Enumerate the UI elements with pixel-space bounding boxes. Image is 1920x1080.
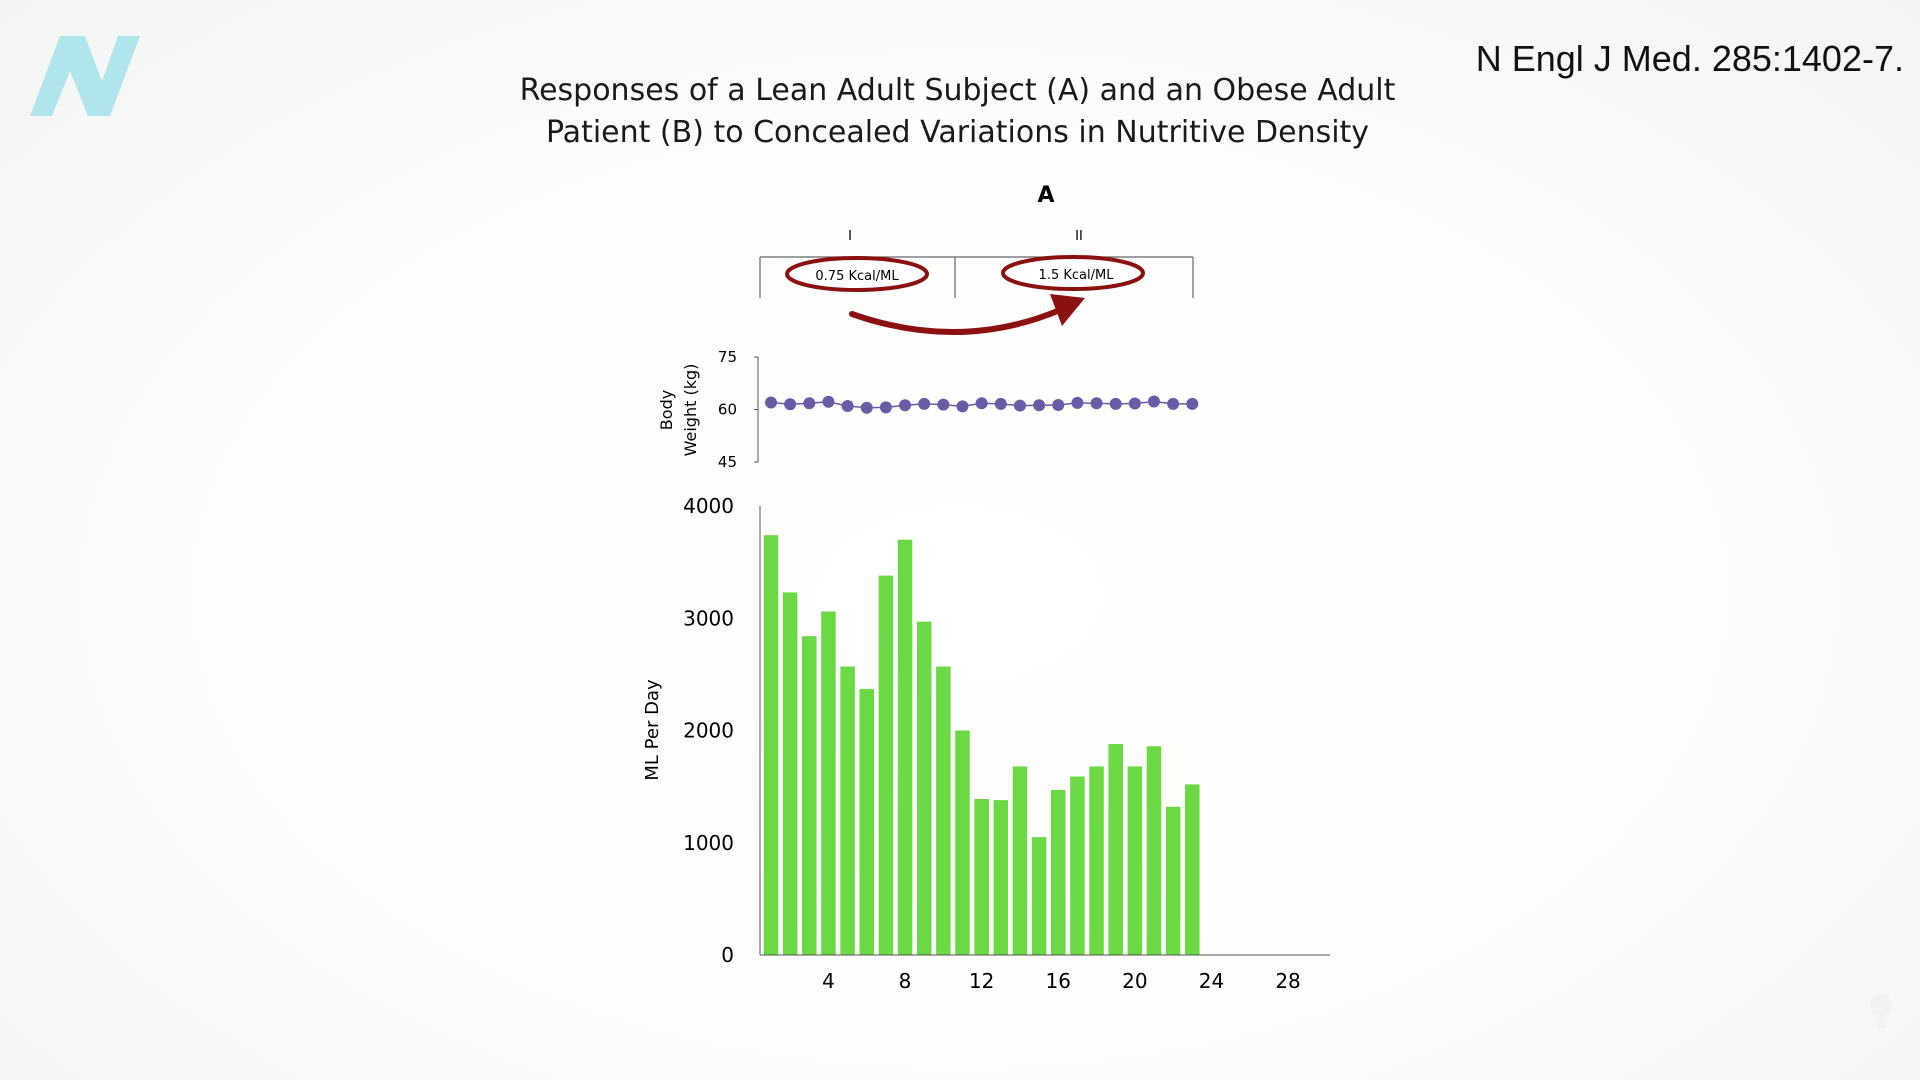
weight-point <box>1090 397 1103 410</box>
weight-point <box>1013 399 1026 412</box>
intake-y-tick-label: 2000 <box>683 719 734 743</box>
intake-y-tick-label: 4000 <box>683 494 734 518</box>
weight-point <box>899 399 912 412</box>
weight-point <box>1109 397 1122 410</box>
intake-y-tick-label: 0 <box>721 943 734 967</box>
weight-point <box>918 397 931 410</box>
intake-x-tick-label: 12 <box>969 969 994 993</box>
weight-point <box>975 397 988 410</box>
phase-1-label: I <box>848 229 852 244</box>
weight-point <box>841 400 854 412</box>
intake-bar <box>1127 766 1143 955</box>
intake-bar <box>993 800 1009 955</box>
weight-y-label-line-1: Body <box>657 390 676 430</box>
intake-bar <box>782 592 798 955</box>
intake-bar <box>878 575 894 955</box>
intake-x-tick-label: 24 <box>1199 969 1224 993</box>
intake-series <box>763 535 1200 955</box>
weight-point <box>1033 399 1046 412</box>
weight-point <box>765 396 777 409</box>
intake-bar <box>936 666 951 955</box>
weight-point <box>994 397 1007 410</box>
intake-bar <box>974 798 989 955</box>
weight-point <box>784 398 797 411</box>
pin-icon <box>1870 994 1892 1028</box>
intake-x-tick-label: 16 <box>1046 969 1071 993</box>
weight-y-tick-label: 75 <box>718 348 737 366</box>
intake-bar <box>1146 746 1162 955</box>
citation-text: N Engl J Med. 285:1402-7. <box>1475 38 1904 79</box>
weight-point <box>860 401 873 414</box>
intake-bar <box>1108 743 1123 955</box>
phase-1-annotation-ellipse <box>785 256 929 292</box>
intake-x-tick-label: 4 <box>822 969 835 993</box>
intake-y-tick-label: 3000 <box>683 606 734 630</box>
weight-y-tick-label: 45 <box>718 453 737 471</box>
intake-bar <box>897 539 913 955</box>
weight-point <box>1148 395 1160 408</box>
intake-bar <box>1031 837 1047 955</box>
weight-y-axis-label: Body Weight (kg) <box>657 364 700 457</box>
phase-1-annotation: 0.75 Kcal/ML <box>815 269 899 284</box>
weight-point <box>937 398 950 411</box>
intake-y-tick-label: 1000 <box>683 831 734 855</box>
intake-axis: 4000 3000 2000 1000 0 4 8 12 16 20 24 28 <box>683 494 1330 993</box>
phase-2-annotation-ellipse <box>1001 255 1145 291</box>
weight-point <box>1186 397 1199 410</box>
weight-point <box>1052 398 1065 411</box>
logo-shape <box>30 36 140 116</box>
intake-x-tick-label: 28 <box>1275 969 1300 993</box>
intake-x-tick-label: 20 <box>1122 969 1147 993</box>
n-logo-icon <box>30 36 140 116</box>
intake-bar <box>955 730 970 955</box>
intake-bar <box>1185 784 1200 955</box>
intake-bar <box>821 611 836 955</box>
phase-2-label: II <box>1075 229 1083 244</box>
weight-point <box>1071 396 1084 409</box>
intake-y-axis-label: ML Per Day <box>642 679 663 781</box>
intake-bar <box>1051 789 1066 955</box>
weight-point <box>803 397 816 410</box>
weight-point <box>956 400 969 413</box>
intake-bar <box>916 621 932 955</box>
weight-point <box>1167 397 1180 410</box>
intake-bar <box>763 535 779 955</box>
intake-bar <box>840 666 855 955</box>
curved-arrow-icon <box>849 294 1085 336</box>
chart-title-line-2: Patient (B) to Concealed Variations in N… <box>545 115 1370 150</box>
panel-label: A <box>1037 183 1054 208</box>
weight-series <box>765 395 1199 414</box>
weight-y-tick-label: 60 <box>718 401 737 419</box>
intake-bar <box>859 688 874 955</box>
intake-bar <box>1070 776 1085 955</box>
weight-point <box>1128 397 1141 410</box>
intake-bar <box>1165 806 1181 955</box>
weight-axis: 75 60 45 <box>718 348 759 471</box>
weight-point <box>879 401 892 414</box>
chart-title-line-1: Responses of a Lean Adult Subject (A) an… <box>519 73 1396 108</box>
weight-point <box>822 395 835 408</box>
phase-2-annotation: 1.5 Kcal/ML <box>1039 268 1115 283</box>
intake-bar <box>1089 766 1104 955</box>
chart-title: Responses of a Lean Adult Subject (A) an… <box>410 70 1505 154</box>
weight-y-label-line-2: Weight (kg) <box>681 364 700 457</box>
intake-bar <box>802 636 817 955</box>
intake-bar <box>1012 766 1028 955</box>
intake-x-tick-label: 8 <box>899 969 912 993</box>
